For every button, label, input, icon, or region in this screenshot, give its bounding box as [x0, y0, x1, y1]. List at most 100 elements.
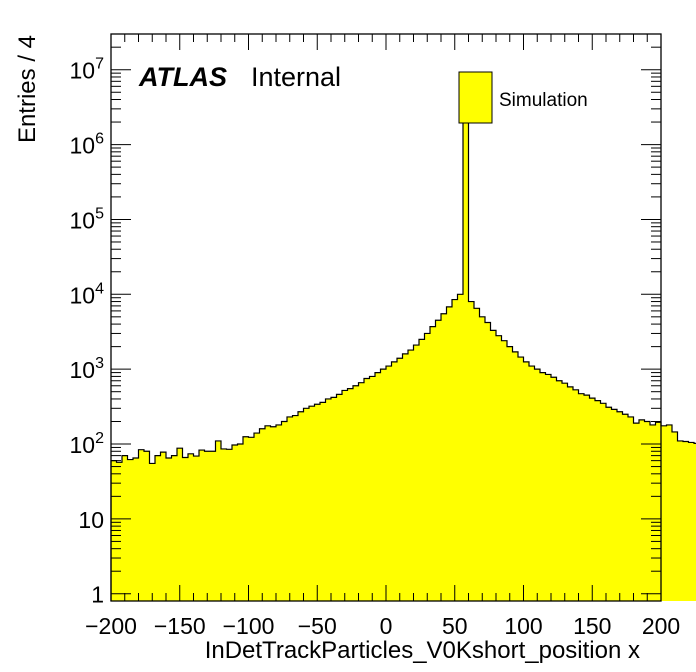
histogram-bin — [622, 414, 629, 601]
histogram-bin — [347, 388, 354, 601]
x-tick-label: 200 — [642, 613, 680, 639]
histogram-bin — [556, 380, 563, 601]
histogram-bin — [639, 419, 645, 601]
y-tick-label: 106 — [70, 131, 105, 159]
histogram-bin — [188, 453, 194, 601]
y-tick-label: 107 — [70, 56, 105, 84]
histogram-bin — [243, 436, 249, 601]
histogram-bin — [298, 411, 304, 601]
histogram-bin — [468, 301, 475, 601]
histogram-bin — [116, 462, 123, 601]
y-tick-label: 105 — [70, 205, 105, 233]
x-tick-label: −100 — [223, 613, 275, 639]
histogram-bin — [397, 358, 403, 601]
histogram-bin — [144, 451, 150, 601]
y-tick-label: 103 — [70, 355, 105, 383]
histogram-bin — [210, 451, 216, 601]
histogram-bin — [292, 415, 299, 601]
y-tick-label: 1 — [91, 582, 104, 608]
axis-ticks — [110, 33, 662, 601]
histogram-bin — [331, 397, 337, 601]
histogram-bin — [138, 449, 145, 601]
histogram-bin — [567, 386, 574, 601]
histogram-bin — [419, 339, 425, 601]
histogram-bin — [501, 340, 508, 601]
histogram-bin — [529, 366, 535, 601]
histogram-bin — [611, 409, 618, 601]
x-tick-labels: −200 −150 −100 −50 0 50 100 150 200 — [85, 613, 680, 639]
histogram-bin — [666, 424, 673, 601]
histogram-bin — [358, 382, 365, 601]
histogram-bin — [617, 411, 623, 601]
x-tick-label: 0 — [380, 613, 393, 639]
histogram-bin — [353, 385, 359, 601]
histogram-bin — [281, 421, 288, 601]
histogram-bin — [430, 326, 436, 601]
y-tick-label: 10 — [78, 507, 104, 533]
atlas-label: ATLAS — [138, 62, 227, 92]
x-tick-label: 100 — [504, 613, 542, 639]
histogram-bin — [655, 422, 662, 601]
histogram-bin — [496, 335, 502, 601]
histogram-bin — [314, 404, 321, 601]
histogram-bin — [375, 372, 381, 601]
histogram-bin — [402, 353, 409, 601]
histogram-bin — [336, 394, 343, 601]
histogram-bin — [193, 456, 200, 601]
histogram-bin — [600, 403, 607, 601]
histogram-bin — [661, 425, 667, 601]
histogram-bin — [545, 374, 552, 601]
histogram-bin — [424, 333, 431, 601]
histogram-bin — [380, 369, 387, 601]
histogram-bin — [435, 320, 442, 601]
histogram-bin — [309, 406, 315, 601]
histogram-bin — [171, 455, 178, 601]
y-tick-label: 102 — [70, 430, 105, 458]
histogram-bin — [369, 376, 376, 601]
histogram-bin — [155, 455, 161, 601]
histogram-bin — [573, 389, 579, 601]
histogram-bin — [413, 345, 420, 601]
histogram-bin — [694, 443, 696, 601]
x-axis-title: InDetTrackParticles_V0Kshort_position x — [205, 637, 640, 664]
histogram-bin — [672, 431, 678, 601]
histogram-bin — [457, 294, 464, 601]
histogram-bin — [446, 306, 453, 601]
histogram-bin — [237, 444, 244, 601]
x-tick-label: −50 — [298, 613, 337, 639]
histogram-bin — [303, 408, 310, 601]
histogram-bin — [160, 452, 167, 601]
y-tick-labels: 1 10 102 103 104 105 106 107 — [70, 56, 105, 608]
histogram-bin — [650, 424, 656, 601]
x-tick-label: −200 — [85, 613, 137, 639]
histogram-bin — [182, 457, 189, 601]
histogram-bin — [523, 361, 530, 601]
histogram-bin — [683, 441, 689, 601]
histogram-bin — [248, 437, 255, 601]
histogram-bin — [507, 346, 513, 601]
histogram-bin — [232, 445, 238, 601]
histogram-bin — [259, 428, 266, 601]
histogram-outline — [110, 119, 696, 601]
histogram-bin — [479, 316, 486, 601]
atlas-status: Internal — [251, 62, 341, 92]
histogram-bin — [540, 372, 546, 601]
histogram-bin — [149, 463, 156, 601]
histogram-bin — [688, 442, 695, 601]
legend-entry-simulation: Simulation — [499, 90, 588, 111]
histogram-bin — [584, 395, 590, 601]
histogram-bin — [342, 390, 348, 601]
histogram-bin — [122, 455, 128, 601]
histogram-bin — [199, 450, 205, 601]
histogram-bin — [177, 448, 183, 601]
histogram-bin — [215, 440, 222, 601]
histogram-bin — [677, 440, 684, 601]
histogram-bin — [551, 377, 557, 601]
histogram-bin — [265, 425, 271, 601]
x-tick-label: −150 — [154, 613, 206, 639]
histogram-bin — [408, 350, 414, 601]
histogram-bars — [110, 119, 696, 601]
histogram-bin — [226, 449, 233, 601]
histogram-bin — [463, 120, 469, 601]
